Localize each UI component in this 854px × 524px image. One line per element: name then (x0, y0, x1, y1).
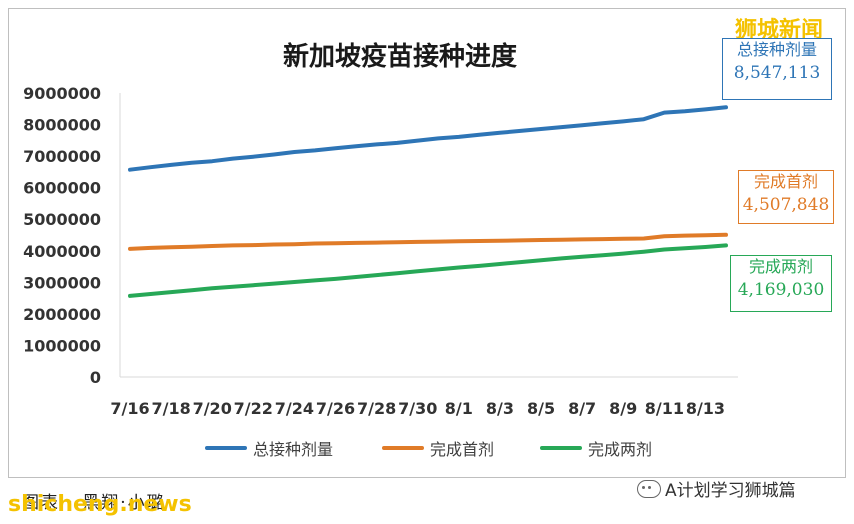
legend-item-first: 完成首剂 (382, 436, 494, 460)
y-tick-label: 3000000 (23, 273, 101, 292)
y-tick-label: 0 (90, 368, 101, 387)
legend-swatch-second (540, 446, 582, 450)
callout-first-dose: 完成首剂 4,507,848 (738, 170, 834, 224)
chart-credit: 图表 · 黑翔·小璐 (22, 493, 166, 513)
x-tick-label: 8/5 (527, 399, 555, 418)
x-tick-label: 7/24 (275, 399, 314, 418)
callout-first-label: 完成首剂 (753, 172, 818, 191)
callout-second-value: 4,169,030 (737, 280, 825, 300)
x-tick-label: 8/1 (445, 399, 473, 418)
x-tick-label: 8/3 (486, 399, 514, 418)
legend-label-first: 完成首剂 (430, 440, 495, 459)
x-tick-label: 8/13 (686, 399, 725, 418)
y-tick-label: 8000000 (23, 116, 101, 135)
chart-title: 新加坡疫苗接种进度 (282, 42, 517, 72)
x-tick-label: 7/26 (316, 399, 355, 418)
x-tick-label: 8/7 (568, 399, 596, 418)
x-tick-label: 7/28 (357, 399, 396, 418)
x-tick-label: 7/22 (234, 399, 273, 418)
y-tick-label: 5000000 (23, 210, 101, 229)
y-tick-label: 4000000 (23, 242, 101, 261)
wechat-source: A计划学习狮城篇 (637, 476, 796, 501)
series-line-0 (128, 105, 728, 172)
legend-swatch-first (382, 446, 424, 450)
x-tick-label: 7/30 (398, 399, 437, 418)
callout-total-doses: 总接种剂量 8,547,113 (722, 38, 832, 100)
callout-second-dose: 完成两剂 4,169,030 (730, 255, 832, 312)
legend-item-total: 总接种剂量 (205, 436, 333, 460)
legend-label-second: 完成两剂 (588, 440, 653, 459)
callout-first-value: 4,507,848 (742, 195, 830, 215)
legend-label-total: 总接种剂量 (253, 440, 334, 459)
legend-item-second: 完成两剂 (540, 436, 652, 460)
wechat-icon (637, 479, 661, 498)
series-line-1 (128, 232, 728, 251)
callout-total-label: 总接种剂量 (736, 40, 817, 59)
legend-swatch-total (205, 446, 247, 450)
x-tick-label: 7/20 (193, 399, 232, 418)
x-tick-label: 8/9 (609, 399, 637, 418)
chart-legend: 总接种剂量 完成首剂 完成两剂 (0, 436, 854, 460)
x-tick-label: 7/18 (151, 399, 190, 418)
y-tick-label: 2000000 (23, 305, 101, 324)
y-tick-label: 1000000 (23, 336, 101, 355)
x-tick-label: 8/11 (645, 399, 684, 418)
callout-second-label: 完成两剂 (748, 257, 813, 276)
y-tick-label: 9000000 (23, 84, 101, 103)
wechat-source-label: A计划学习狮城篇 (665, 481, 796, 501)
y-tick-label: 6000000 (23, 179, 101, 198)
series-line-2 (128, 243, 728, 298)
site-watermark: shicheng.news (8, 492, 192, 517)
x-tick-label: 7/16 (110, 399, 149, 418)
callout-total-value: 8,547,113 (733, 63, 821, 83)
y-tick-label: 7000000 (23, 147, 101, 166)
